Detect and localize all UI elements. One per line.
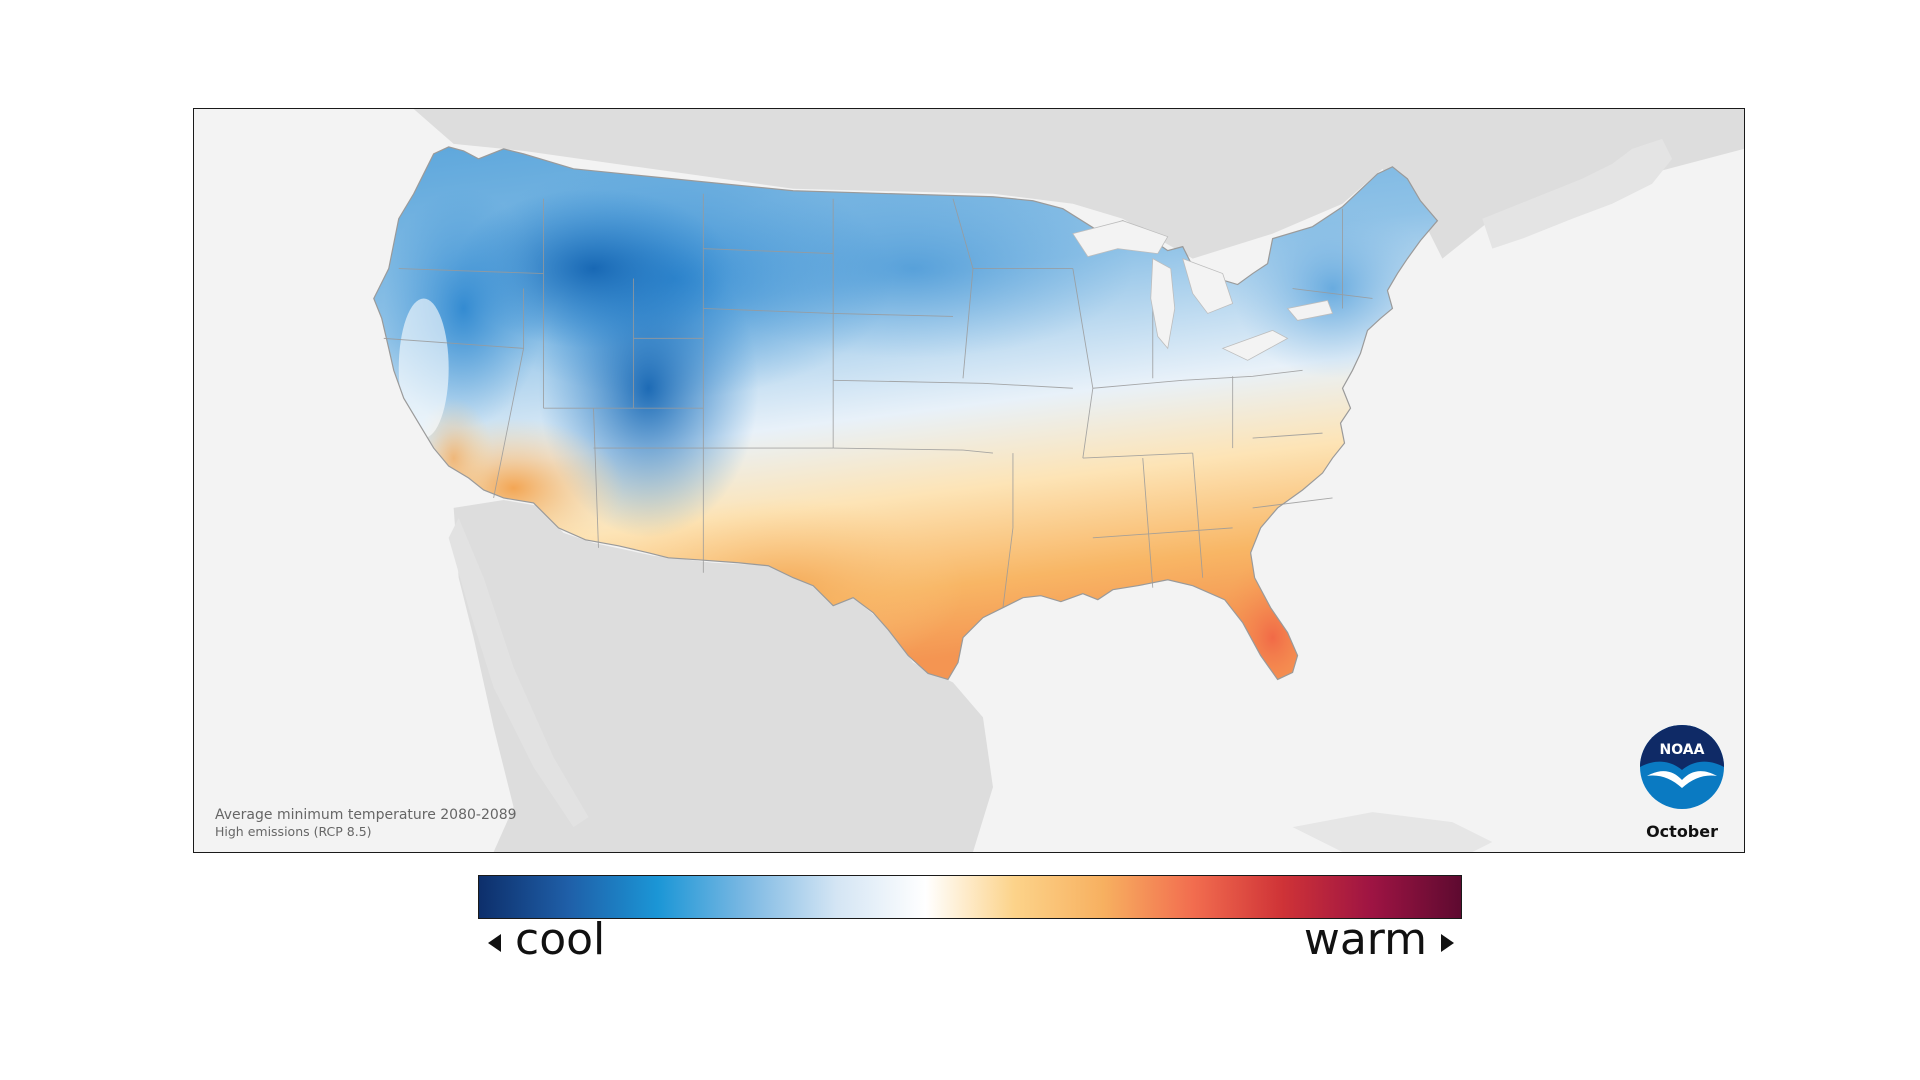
noaa-logo: NOAA [1639,724,1725,810]
great-lakes [1072,220,1334,361]
month-label: October [1646,822,1718,841]
state-borders [383,193,1373,608]
right-arrow-icon [1441,933,1454,952]
color-scale-legend [478,875,1462,919]
left-arrow-icon [488,933,501,952]
baja-peninsula [448,517,589,828]
legend-warm: warm [1304,914,1454,965]
legend-warm-label: warm [1303,914,1427,965]
svg-text:NOAA: NOAA [1660,742,1705,758]
temperature-map [373,109,1744,852]
canada-landmass [393,109,1744,259]
cuba-landmass [1292,812,1493,852]
legend-cool-label: cool [515,914,606,965]
legend-cool: cool [488,914,605,965]
mexico-landmass [453,499,993,852]
map-caption: Average minimum temperature 2080-2089 Hi… [215,806,517,840]
map-subtitle: High emissions (RCP 8.5) [215,823,372,839]
map-panel: Average minimum temperature 2080-2089 Hi… [193,108,1745,853]
map-title: Average minimum temperature 2080-2089 [215,806,517,823]
nova-scotia-landmass [1482,138,1673,249]
